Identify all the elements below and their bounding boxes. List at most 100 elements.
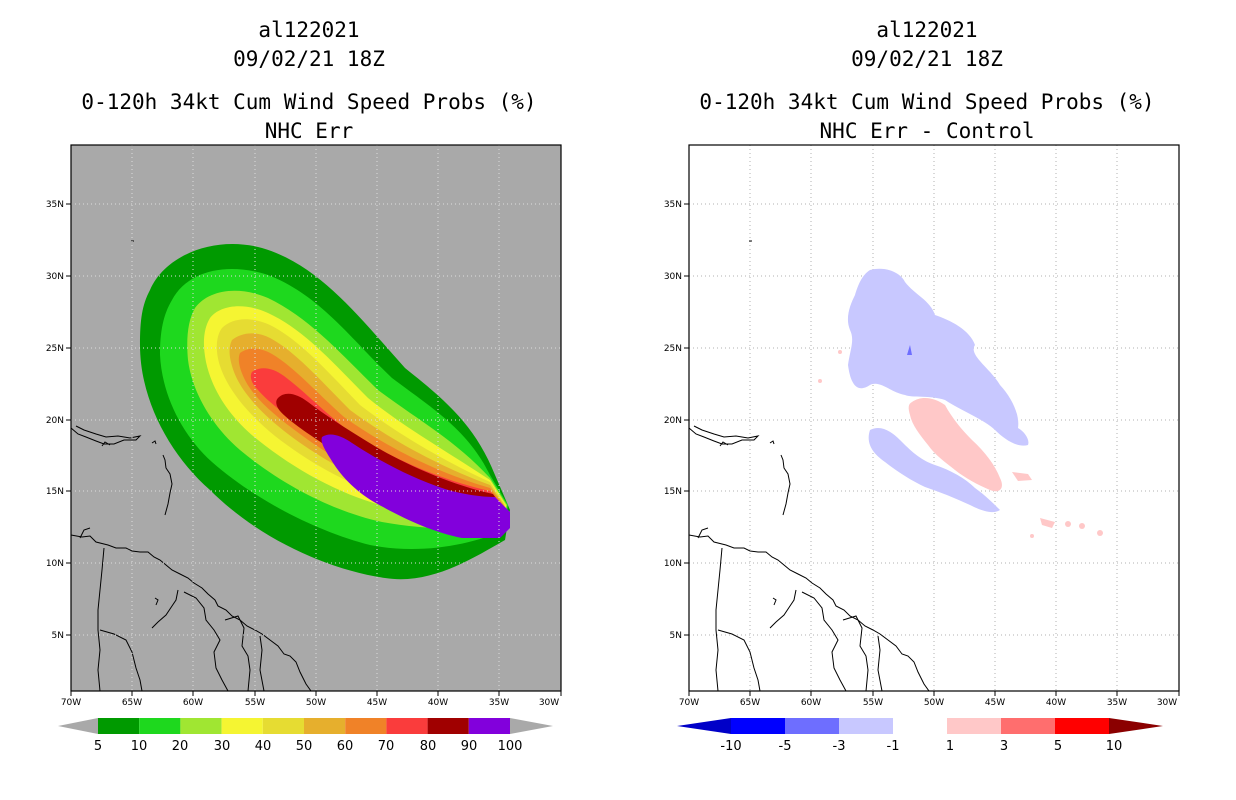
left-colorbar-cell [427,718,469,734]
right-lat-labels: 35N 30N 25N 20N 15N 10N 5N [664,200,682,641]
right-lat-label: 35N [664,200,682,210]
right-lon-labels: 70W 65W 60W 55W 50W 45W 40W 35W 30W [679,698,1177,708]
left-lon-label: 45W [367,698,387,708]
left-lat-label: 35N [46,200,64,210]
left-colorbar-label: 10 [131,739,148,754]
right-colorbar-labels: -10 -5 -3 -1 1 3 5 10 [720,739,1122,754]
diff-positive-region [1040,518,1055,528]
right-lon-label: 65W [740,698,760,708]
left-lon-label: 50W [306,698,326,708]
diff-positive-spot [1030,534,1034,538]
right-lon-label: 70W [679,698,699,708]
right-colorbar-cell [839,718,893,734]
left-lat-label: 20N [46,416,64,426]
left-chart-subtitle: NHC Err [264,119,354,143]
left-colorbar-cell [221,718,263,734]
left-lat-label: 30N [46,272,64,282]
right-colorbar-cells [677,718,1163,734]
left-storm-id: al122021 [258,18,360,42]
contour-60 [238,348,504,516]
right-colorbar-cell [731,718,785,734]
left-lon-label: 70W [61,698,81,708]
right-lat-label: 25N [664,344,682,354]
right-lat-label: 30N [664,272,682,282]
diff-positive-spot [818,379,822,383]
left-colorbar-label: 40 [255,739,272,754]
left-colorbar-label: 100 [498,739,523,754]
right-lon-label: 55W [863,698,883,708]
left-colorbar-cell [345,718,387,734]
right-colorbar-cell [1001,718,1055,734]
left-lat-labels: 35N 30N 25N 20N 15N 10N 5N [46,200,64,641]
right-datetime: 09/02/21 18Z [851,47,1003,71]
left-colorbar-cell [98,718,140,734]
right-colorbar-label: -5 [779,739,792,754]
right-lat-label: 5N [670,631,682,641]
right-colorbar-label: -10 [720,739,741,754]
right-lat-label: 15N [664,487,682,497]
left-chart-title: 0-120h 34kt Cum Wind Speed Probs (%) [81,90,537,114]
right-lon-label: 50W [924,698,944,708]
right-lon-label: 60W [801,698,821,708]
left-colorbar-cells [98,718,510,734]
right-lon-label: 35W [1107,698,1127,708]
right-colorbar-cell [1055,718,1109,734]
left-lat-label: 5N [52,631,64,641]
left-lat-grid [71,203,561,636]
left-colorbar-label: 5 [94,739,102,754]
right-colorbar-label: -3 [833,739,846,754]
left-colorbar-cell [386,718,428,734]
left-colorbar-label: 50 [296,739,313,754]
left-lat-label: 10N [46,559,64,569]
right-colorbar-cell [677,718,731,734]
left-colorbar-label: 20 [172,739,189,754]
left-ticks [66,203,562,696]
right-map-panel: 35N 30N 25N 20N 15N 10N 5N 70W 65W 60W 5… [664,144,1180,708]
right-colorbar-label: 3 [1000,739,1008,754]
diff-positive-spot [838,350,842,354]
diff-negative-region [847,268,1029,446]
left-colorbar-label: 70 [378,739,395,754]
right-colorbar: -10 -5 -3 -1 1 3 5 10 [677,718,1163,754]
left-colorbar-labels: 5 10 20 30 40 50 60 70 80 90 100 [94,739,523,754]
left-lat-label: 25N [46,344,64,354]
diff-strong-negative-spot [907,345,912,355]
right-colorbar-cell [785,718,839,734]
left-colorbar-label: 90 [461,739,478,754]
left-colorbar-under-arrow [58,718,98,734]
right-colorbar-label: 1 [946,739,954,754]
left-colorbar-cell [468,718,510,734]
right-ticks [684,203,1180,696]
left-colorbar-cell [180,718,222,734]
left-colorbar-cell [262,718,304,734]
left-colorbar-over-arrow [510,718,553,734]
diff-positive-spot [1079,523,1085,529]
right-colorbar-cell [947,718,1001,734]
right-lon-label: 40W [1046,698,1066,708]
right-storm-id: al122021 [876,18,978,42]
contour-90 [321,434,510,538]
left-colorbar-cell [139,718,181,734]
left-lon-label: 35W [489,698,509,708]
left-colorbar-cell [304,718,346,734]
right-lon-label: 30W [1157,698,1177,708]
left-colorbar-label: 80 [420,739,437,754]
right-difference-contours [818,268,1103,538]
left-colorbar-label: 60 [337,739,354,754]
left-map-panel: 35N 30N 25N 20N 15N 10N 5N 70W 65W 60W 5… [46,144,562,708]
diff-positive-region [1012,472,1032,481]
diff-positive-spot [1097,530,1103,536]
left-lon-label: 55W [245,698,265,708]
left-lon-label: 40W [428,698,448,708]
left-lat-label: 15N [46,487,64,497]
left-colorbar: 5 10 20 30 40 50 60 70 80 90 100 [58,718,553,754]
diff-positive-region [908,398,1002,492]
right-lon-label: 45W [985,698,1005,708]
left-lon-label: 65W [122,698,142,708]
right-chart-subtitle: NHC Err - Control [819,119,1035,143]
right-colorbar-label: 10 [1106,739,1123,754]
right-chart-title: 0-120h 34kt Cum Wind Speed Probs (%) [699,90,1155,114]
left-coastlines [71,240,312,691]
right-colorbar-label: 5 [1054,739,1062,754]
